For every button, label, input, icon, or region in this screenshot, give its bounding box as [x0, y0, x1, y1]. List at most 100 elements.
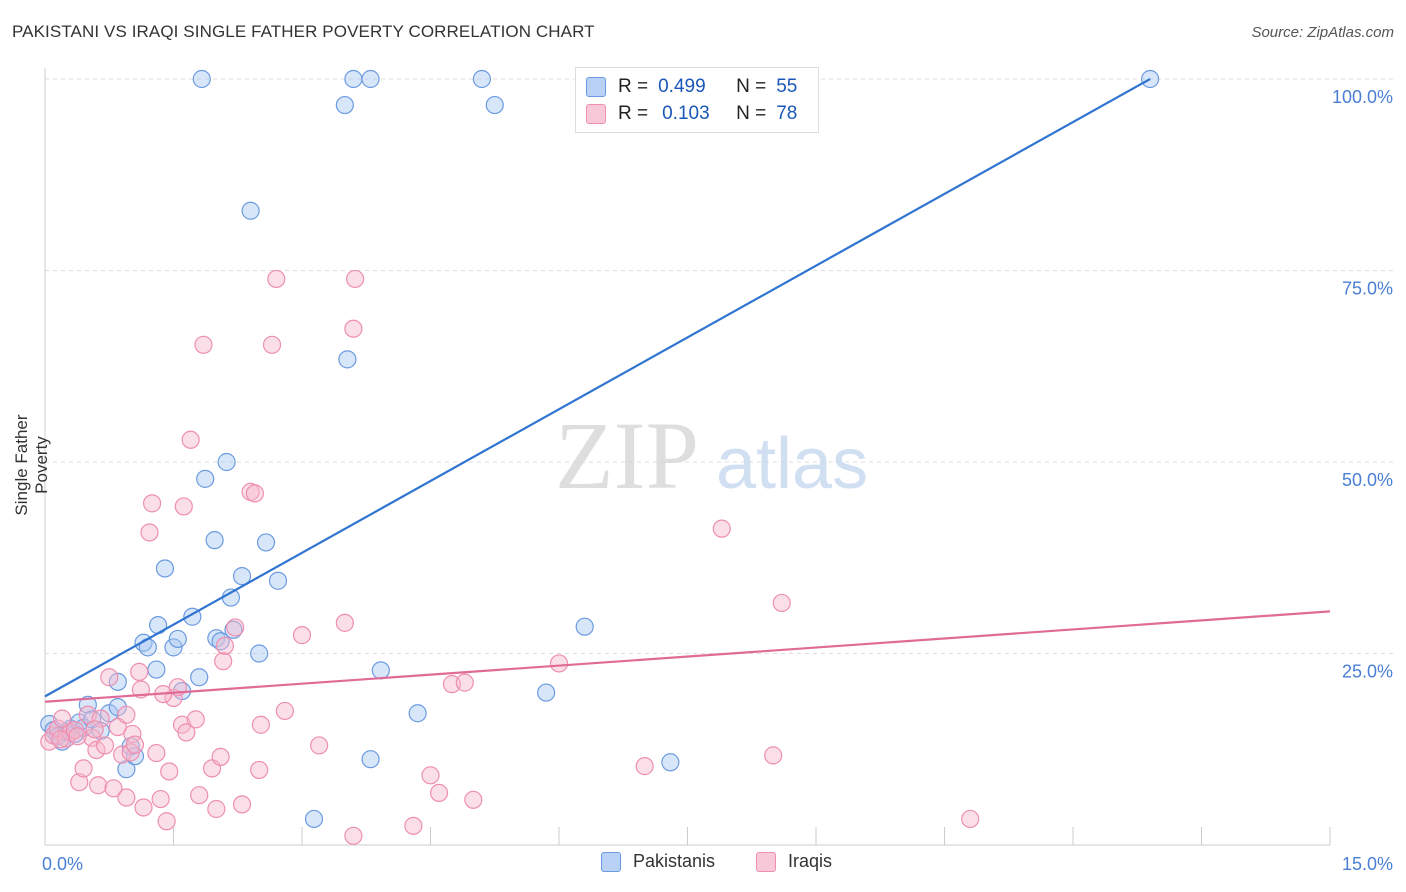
data-point-pakistanis — [147, 660, 166, 679]
y-axis-label: Single Father Poverty — [12, 414, 51, 516]
data-point-pakistanis — [361, 750, 380, 769]
data-point-iraqis — [245, 484, 264, 503]
data-point-iraqis — [117, 705, 136, 724]
data-point-iraqis — [68, 727, 87, 746]
legend-row-iraqis: R = 0.103 N = 78 — [586, 101, 797, 127]
data-point-iraqis — [251, 715, 270, 734]
data-point-pakistanis — [155, 559, 175, 578]
data-point-iraqis — [267, 269, 286, 289]
legend-r-label: R = — [618, 76, 649, 97]
data-point-pakistanis — [575, 617, 594, 636]
data-point-iraqis — [53, 709, 72, 728]
data-point-iraqis — [292, 626, 312, 645]
data-point-pakistanis — [344, 69, 363, 89]
x-tick-label: 0.0% — [42, 854, 83, 874]
data-point-iraqis — [961, 809, 980, 829]
data-point-iraqis — [142, 494, 162, 513]
trend-lines — [44, 78, 1331, 703]
data-point-iraqis — [310, 736, 329, 755]
data-point-iraqis — [89, 776, 108, 795]
data-point-iraqis — [130, 662, 149, 681]
data-point-pakistanis — [217, 452, 236, 472]
data-point-iraqis — [215, 636, 234, 655]
watermark: ZIP atlas — [555, 402, 868, 509]
data-point-iraqis — [140, 523, 159, 542]
series-label-iraqis: Iraqis — [788, 851, 833, 871]
data-point-iraqis — [549, 654, 569, 673]
data-point-pakistanis — [408, 704, 427, 723]
data-point-pakistanis — [190, 668, 209, 687]
trend-line-iraqis — [44, 610, 1331, 703]
data-points — [40, 69, 1160, 845]
data-point-pakistanis — [371, 661, 390, 680]
data-point-iraqis — [250, 760, 269, 780]
data-point-iraqis — [764, 746, 783, 765]
legend-r-value: 0.103 — [662, 103, 710, 124]
data-point-pakistanis — [168, 629, 187, 649]
data-point-iraqis — [177, 723, 196, 742]
legend-n-label: N = — [736, 76, 767, 97]
data-point-pakistanis — [108, 672, 127, 691]
data-point-pakistanis — [268, 571, 288, 590]
data-point-iraqis — [174, 497, 193, 516]
data-point-iraqis — [275, 701, 294, 721]
series-label-pakistanis: Pakistanis — [633, 851, 716, 871]
data-point-iraqis — [464, 790, 483, 809]
legend-swatch-iraqis — [586, 104, 606, 124]
data-point-iraqis — [117, 788, 136, 807]
data-point-pakistanis — [304, 809, 324, 829]
data-point-iraqis — [344, 319, 363, 338]
data-point-pakistanis — [78, 695, 97, 714]
data-point-iraqis — [335, 613, 354, 632]
data-point-pakistanis — [164, 638, 183, 657]
data-point-pakistanis — [361, 69, 380, 89]
series-legend: Pakistanis Iraqis — [0, 851, 1406, 877]
axes — [44, 68, 1331, 846]
data-point-iraqis — [125, 735, 145, 754]
y-tick-label: 75.0% — [1342, 279, 1393, 299]
y-tick-label: 50.0% — [1342, 470, 1393, 490]
data-point-iraqis — [85, 720, 104, 739]
data-point-iraqis — [772, 593, 791, 613]
series-legend-iraqis[interactable]: Iraqis — [756, 851, 832, 872]
data-point-iraqis — [186, 710, 205, 729]
legend-swatch-pakistanis — [586, 77, 606, 97]
data-point-pakistanis — [335, 95, 354, 115]
data-point-iraqis — [190, 786, 209, 805]
data-point-iraqis — [157, 812, 176, 831]
data-point-pakistanis — [537, 683, 556, 702]
data-point-pakistanis — [192, 69, 211, 89]
series-swatch-pakistanis — [601, 851, 621, 872]
legend-n-label: N = — [736, 103, 767, 124]
data-point-iraqis — [70, 773, 89, 792]
watermark-zip: ZIP — [555, 402, 699, 509]
chart-source: Source: ZipAtlas.com — [1251, 24, 1394, 41]
data-point-iraqis — [635, 757, 654, 776]
data-point-iraqis — [214, 652, 233, 671]
data-point-iraqis — [194, 335, 213, 354]
data-point-pakistanis — [196, 469, 215, 488]
data-point-iraqis — [226, 618, 245, 637]
data-point-pakistanis — [256, 533, 276, 552]
data-point-iraqis — [123, 724, 142, 744]
data-point-iraqis — [712, 519, 731, 538]
data-point-iraqis — [211, 747, 230, 767]
data-point-pakistanis — [661, 753, 680, 772]
series-legend-pakistanis[interactable]: Pakistanis — [601, 851, 715, 872]
legend-r-value: 0.499 — [658, 76, 706, 97]
data-point-iraqis — [207, 799, 226, 819]
data-point-pakistanis — [232, 567, 252, 586]
data-point-pakistanis — [205, 531, 224, 550]
data-point-pakistanis — [485, 95, 504, 115]
trend-line-pakistanis — [44, 78, 1151, 698]
data-point-pakistanis — [117, 760, 136, 779]
data-point-iraqis — [262, 335, 282, 354]
watermark-atlas: atlas — [716, 424, 868, 504]
data-point-pakistanis — [250, 644, 269, 663]
correlation-legend: R = 0.499 N = 55 R = 0.103 N = 78 — [575, 67, 819, 133]
data-point-iraqis — [91, 709, 110, 728]
legend-n-value: 78 — [776, 103, 798, 124]
tick-labels: 25.0% 50.0% 75.0% 100.0% 0.0% 15.0% — [42, 87, 1393, 874]
y-tick-label: 25.0% — [1342, 662, 1393, 682]
